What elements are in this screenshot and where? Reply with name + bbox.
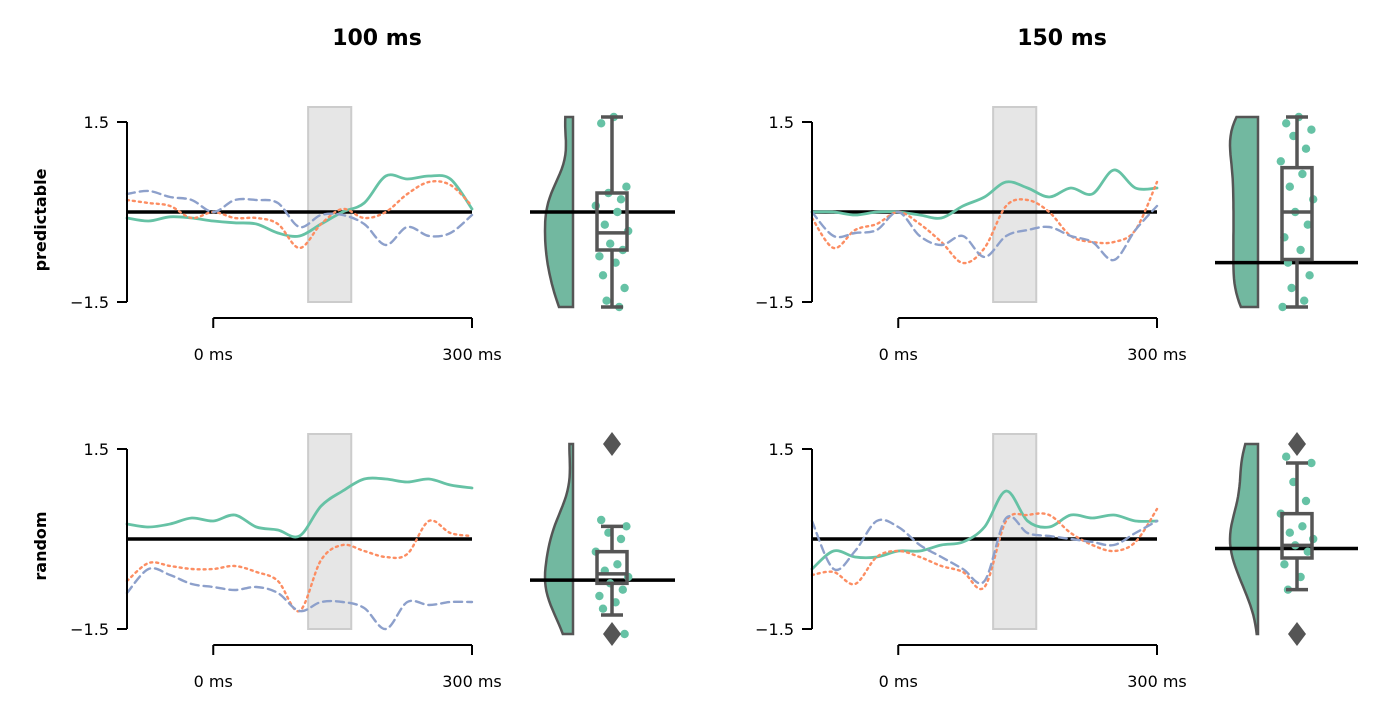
data-point bbox=[1276, 157, 1286, 166]
violin-half bbox=[1228, 442, 1260, 636]
violin-half bbox=[1228, 115, 1260, 309]
data-point bbox=[620, 629, 629, 639]
outlier-marker bbox=[1288, 622, 1306, 646]
x-tick-label: 0 ms bbox=[879, 345, 918, 364]
data-point bbox=[1307, 458, 1316, 468]
data-point bbox=[618, 585, 627, 594]
line-panel: 1.5 −1.5 0 ms 300 ms bbox=[70, 106, 502, 364]
data-point bbox=[602, 296, 611, 305]
data-point bbox=[1296, 245, 1305, 255]
line-panel: 1.5 −1.5 0 ms 300 ms bbox=[70, 433, 502, 691]
data-point bbox=[1305, 271, 1314, 280]
panels: 1.5 −1.5 0 ms 300 ms 1.5 −1.5 0 ms 300 ms 1.5 −1.… bbox=[70, 106, 1358, 691]
column-title-150ms: 150 ms bbox=[1017, 26, 1107, 51]
data-point bbox=[1285, 528, 1295, 537]
data-point bbox=[616, 195, 626, 204]
y-tick-label: 1.5 bbox=[84, 440, 109, 459]
data-point bbox=[598, 604, 608, 613]
line-panel: 1.5 −1.5 0 ms 300 ms bbox=[755, 433, 1187, 691]
series-solid-line bbox=[125, 173, 474, 238]
violin-box-panel bbox=[530, 112, 675, 312]
series-solid-line bbox=[810, 489, 1159, 571]
y-tick-label: 1.5 bbox=[84, 113, 109, 132]
data-point bbox=[1301, 496, 1311, 506]
violin-box-panel bbox=[530, 432, 675, 646]
y-tick-label: −1.5 bbox=[70, 620, 109, 639]
series-dashed-line bbox=[810, 515, 1159, 585]
data-point bbox=[1300, 296, 1309, 305]
violin-half bbox=[543, 442, 575, 636]
x-tick-label: 0 ms bbox=[879, 672, 918, 691]
data-point bbox=[595, 591, 604, 601]
box-iqr bbox=[595, 191, 629, 252]
y-tick-label: 1.5 bbox=[769, 440, 794, 459]
data-point bbox=[600, 220, 609, 229]
column-title-100ms: 100 ms bbox=[332, 26, 422, 51]
data-point bbox=[622, 522, 631, 531]
x-tick-label: 300 ms bbox=[442, 672, 502, 691]
highlight-window bbox=[992, 106, 1038, 303]
series-dotted-line bbox=[810, 180, 1159, 265]
data-point bbox=[597, 515, 606, 525]
violin-box-panel bbox=[1215, 112, 1358, 312]
x-tick-label: 300 ms bbox=[442, 345, 502, 364]
x-tick-label: 300 ms bbox=[1127, 345, 1187, 364]
data-point bbox=[613, 207, 622, 217]
box-iqr bbox=[1280, 511, 1314, 560]
y-tick-label: −1.5 bbox=[755, 293, 794, 312]
outlier-marker bbox=[603, 432, 621, 456]
data-point bbox=[1298, 522, 1307, 531]
data-point bbox=[597, 119, 606, 128]
data-point bbox=[606, 239, 615, 248]
data-point bbox=[595, 252, 604, 261]
row-label-predictable: predictable bbox=[31, 168, 50, 271]
x-tick-label: 0 ms bbox=[194, 672, 233, 691]
row-label-random: random bbox=[31, 511, 50, 580]
data-point bbox=[1285, 182, 1295, 191]
line-panel: 1.5 −1.5 0 ms 300 ms bbox=[755, 106, 1187, 364]
series-solid-line bbox=[810, 168, 1159, 220]
y-tick-label: 1.5 bbox=[769, 113, 794, 132]
y-tick-label: −1.5 bbox=[755, 620, 794, 639]
data-point bbox=[1298, 169, 1307, 179]
data-point bbox=[598, 271, 608, 280]
data-point bbox=[1303, 220, 1313, 229]
y-tick-label: −1.5 bbox=[70, 293, 109, 312]
series-dotted-line bbox=[810, 507, 1159, 591]
series-dotted-line bbox=[125, 519, 474, 613]
highlight-window bbox=[307, 106, 353, 303]
highlight-window bbox=[307, 433, 353, 630]
violin-box-panel bbox=[1215, 432, 1358, 646]
series-solid-line bbox=[125, 476, 474, 539]
outlier-marker bbox=[603, 622, 621, 646]
outlier-marker bbox=[1288, 432, 1306, 456]
data-point bbox=[1282, 119, 1291, 128]
data-point bbox=[1287, 283, 1296, 293]
series-dashed-line bbox=[125, 189, 474, 247]
x-tick-label: 0 ms bbox=[194, 345, 233, 364]
data-point bbox=[1280, 560, 1289, 569]
data-point bbox=[620, 283, 629, 293]
data-point bbox=[1303, 547, 1313, 556]
data-point bbox=[1301, 144, 1311, 153]
series-dashed-line bbox=[810, 204, 1159, 262]
data-point bbox=[613, 560, 622, 569]
data-point bbox=[1307, 125, 1316, 134]
series-dashed-line bbox=[125, 567, 474, 631]
data-point bbox=[616, 534, 626, 544]
box-iqr bbox=[595, 549, 629, 586]
data-point bbox=[1282, 452, 1291, 461]
x-tick-label: 300 ms bbox=[1127, 672, 1187, 691]
series-dotted-line bbox=[125, 180, 474, 250]
data-point bbox=[1278, 302, 1287, 312]
data-point bbox=[622, 182, 631, 191]
